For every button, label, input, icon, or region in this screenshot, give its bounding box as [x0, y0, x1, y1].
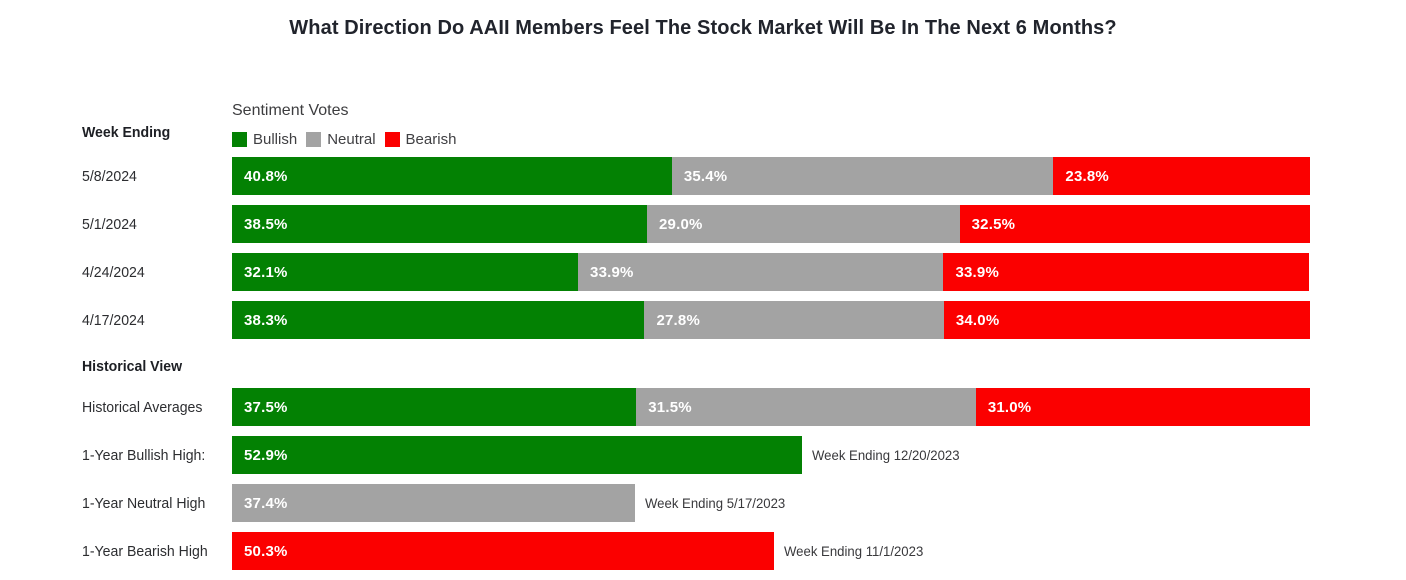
bar-segment-bullish: 38.3%: [232, 301, 645, 339]
bar-segment-neutral: 37.4%: [232, 484, 636, 522]
bar-segment-bearish: 32.5%: [959, 205, 1310, 243]
bar-segment-neutral: 31.5%: [636, 388, 976, 426]
bar-value-label: 35.4%: [683, 167, 728, 185]
bar-track: 37.5% 31.5% 31.0%: [232, 388, 1310, 426]
sentiment-row-historical-averages: Historical Averages 37.5% 31.5% 31.0%: [82, 388, 1342, 426]
bar-value-label: 32.5%: [971, 215, 1016, 233]
bar-value-label: 31.0%: [987, 398, 1032, 416]
chart-title: What Direction Do AAII Members Feel The …: [289, 17, 1117, 39]
sentiment-row-1yr-bullish-high: 1-Year Bullish High: 52.9% Week Ending 1…: [82, 436, 1342, 474]
sentiment-row-4-24-2024: 4/24/2024 32.1% 33.9% 33.9%: [82, 253, 1342, 291]
annotation: Week Ending 11/1/2023: [784, 543, 924, 559]
bar-track: 32.1% 33.9% 33.9%: [232, 253, 1310, 291]
row-label: 4/17/2024: [82, 311, 145, 329]
row-label: 5/1/2024: [82, 215, 137, 233]
bar-segment-bearish: 31.0%: [975, 388, 1310, 426]
bar-value-label: 38.3%: [244, 311, 288, 329]
row-label: 1-Year Bullish High:: [82, 446, 206, 464]
bar-value-label: 40.8%: [244, 167, 288, 185]
bar-segment-bearish: 23.8%: [1053, 157, 1310, 195]
bar-value-label: 38.5%: [244, 215, 288, 233]
chart-rows: 5/8/2024 40.8% 35.4% 23.8% 5/1/2024 38.5…: [82, 157, 1342, 580]
bar-track: 37.4% Week Ending 5/17/2023: [232, 484, 1310, 522]
bar-value-label: 52.9%: [244, 446, 288, 464]
bar-segment-neutral: 33.9%: [578, 253, 944, 291]
row-label: Historical Averages: [82, 398, 203, 416]
legend-swatch-neutral-icon: [306, 132, 322, 147]
bar-segment-neutral: 29.0%: [647, 205, 960, 243]
sentiment-row-5-1-2024: 5/1/2024 38.5% 29.0% 32.5%: [82, 205, 1342, 243]
legend-label-neutral: Neutral: [327, 131, 376, 148]
bar-segment-bearish: 50.3%: [232, 532, 775, 570]
sentiment-row-1yr-bearish-high: 1-Year Bearish High 50.3% Week Ending 11…: [82, 532, 1342, 570]
sentiment-row-5-8-2024: 5/8/2024 40.8% 35.4% 23.8%: [82, 157, 1342, 195]
bar-track: 38.3% 27.8% 34.0%: [232, 301, 1310, 339]
row-label: 5/8/2024: [82, 167, 137, 185]
bar-segment-neutral: 35.4%: [671, 157, 1054, 195]
bar-segment-bullish: 37.5%: [232, 388, 637, 426]
bar-value-label: 34.0%: [955, 311, 1000, 329]
row-label: 4/24/2024: [82, 263, 145, 281]
bar-track: 40.8% 35.4% 23.8%: [232, 157, 1310, 195]
week-ending-label: Week Ending: [82, 124, 171, 141]
bar-track: 50.3% Week Ending 11/1/2023: [232, 532, 1310, 570]
bar-value-label: 37.5%: [244, 398, 288, 416]
bar-segment-bearish: 34.0%: [943, 301, 1310, 339]
bar-value-label: 33.9%: [955, 263, 1000, 281]
annotation: Week Ending 5/17/2023: [645, 495, 786, 511]
bar-segment-bullish: 40.8%: [232, 157, 672, 195]
bar-segment-bearish: 33.9%: [943, 253, 1309, 291]
bar-value-label: 37.4%: [244, 494, 288, 512]
sentiment-votes-label: Sentiment Votes: [232, 102, 349, 119]
bar-value-label: 50.3%: [244, 542, 288, 560]
row-label: 1-Year Neutral High: [82, 494, 206, 512]
bar-value-label: 29.0%: [659, 215, 703, 233]
legend-swatch-bearish-icon: [384, 132, 400, 147]
bar-value-label: 23.8%: [1065, 167, 1109, 185]
bar-value-label: 31.5%: [648, 398, 692, 416]
legend-label-bearish: Bearish: [405, 131, 457, 148]
sentiment-row-4-17-2024: 4/17/2024 38.3% 27.8% 34.0%: [82, 301, 1342, 339]
bar-segment-bullish: 32.1%: [232, 253, 579, 291]
bar-track: 38.5% 29.0% 32.5%: [232, 205, 1310, 243]
sentiment-row-1yr-neutral-high: 1-Year Neutral High 37.4% Week Ending 5/…: [82, 484, 1342, 522]
row-label: 1-Year Bearish High: [82, 542, 208, 560]
bar-value-label: 27.8%: [656, 311, 700, 329]
bar-segment-bullish: 38.5%: [232, 205, 648, 243]
annotation: Week Ending 12/20/2023: [812, 447, 960, 463]
historical-view-label: Historical View: [82, 358, 183, 375]
legend-swatch-bullish-icon: [232, 132, 247, 147]
bar-value-label: 33.9%: [590, 263, 634, 281]
legend-label-bullish: Bullish: [253, 131, 298, 148]
bar-track: 52.9% Week Ending 12/20/2023: [232, 436, 1310, 474]
bar-value-label: 32.1%: [244, 263, 288, 281]
bar-segment-neutral: 27.8%: [644, 301, 944, 339]
bar-segment-bullish: 52.9%: [232, 436, 803, 474]
legend: Bullish Neutral Bearish: [232, 131, 465, 148]
